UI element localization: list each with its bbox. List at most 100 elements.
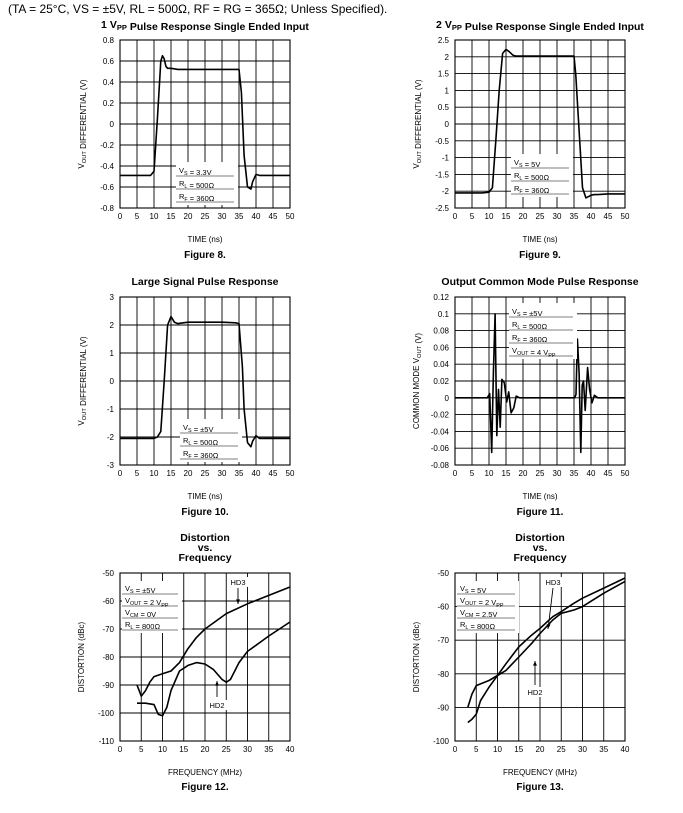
series-label-bg [206,700,228,710]
x-tick-label: 15 [502,469,511,478]
x-tick-label: 25 [557,745,566,754]
y-tick-label: -50 [437,569,449,578]
chart-title: vs. [198,542,213,554]
series-label-hd2: HD2 [527,688,542,697]
x-tick-label: 45 [604,469,613,478]
x-tick-label: 10 [485,212,494,221]
y-tick-label: -70 [437,636,449,645]
x-tick-label: 15 [502,212,511,221]
y-axis-label: COMMON MODE VOUT (V) [412,333,423,429]
y-tick-label: -70 [102,625,114,634]
y-tick-label: -110 [99,737,115,746]
y-tick-label: 0 [110,120,115,129]
y-tick-label: -1 [442,154,450,163]
y-tick-label: 0.1 [438,310,450,319]
legend-entry: VS = 3.3V [179,166,212,177]
y-axis-label: VOUT DIFFERENTIAL (V) [77,79,88,169]
x-tick-label: 35 [264,745,273,754]
y-tick-label: -2 [442,187,450,196]
figure-10-chart: Large Signal Pulse Response 0 5 10 15 20 25 30 3… [70,275,320,520]
x-axis-label: TIME (ns) [522,492,557,501]
y-tick-label: -0.04 [431,427,450,436]
x-tick-label: 50 [621,212,630,221]
figure-11-chart: Output Common Mode Pulse Response 0 5 10 15 2… [405,275,655,520]
arrowhead [533,661,537,666]
legend-entry: VS = ±5V [512,307,542,318]
figure-caption: Figure 10. [181,507,228,518]
x-tick-label: 30 [218,469,227,478]
x-tick-label: 10 [158,745,167,754]
plot-frame [119,296,291,466]
x-tick-label: 0 [118,212,123,221]
chart-title: Distortion [515,532,565,544]
y-tick-label: 2 [110,321,115,330]
chart-title: Frequency [178,552,231,564]
chart-title: Output Common Mode Pulse Response [441,276,638,288]
x-axis-label: TIME (ns) [187,235,222,244]
series-label-hd3: HD3 [230,578,245,587]
x-tick-label: 45 [604,212,613,221]
x-tick-label: 5 [474,745,479,754]
series-label-arrow [547,587,554,630]
y-tick-label: 0.2 [103,99,115,108]
y-tick-label: 0 [445,394,450,403]
x-tick-label: 20 [201,745,210,754]
y-tick-label: -3 [107,461,115,470]
y-tick-label: -0.06 [431,444,450,453]
x-tick-label: 40 [252,469,261,478]
chart-title: vs. [533,542,548,554]
x-axis-label: TIME (ns) [522,235,557,244]
y-tick-label: -0.5 [435,137,449,146]
legend-entry: VS = 5V [460,584,486,595]
x-tick-label: 20 [536,745,545,754]
legend-entry: RL = 500Ω [179,179,214,190]
arrowhead [215,681,219,686]
x-tick-label: 15 [167,212,176,221]
legend-entry: RF = 360Ω [514,184,550,195]
series-line-vout [120,315,290,448]
legend-box [509,303,577,359]
y-tick-label: 1 [445,86,450,95]
x-tick-label: 0 [453,469,458,478]
x-tick-label: 5 [139,745,144,754]
x-tick-label: 50 [621,469,630,478]
x-tick-label: 20 [184,469,193,478]
y-tick-label: 0.02 [433,377,449,386]
x-tick-label: 0 [453,745,458,754]
y-tick-label: -80 [437,670,449,679]
y-tick-label: -2.5 [435,204,449,213]
y-axis-label: VOUT DIFFERENTIAL (V) [412,79,423,169]
y-tick-label: -90 [437,703,449,712]
figure-caption: Figure 8. [184,250,226,261]
chart-title: Large Signal Pulse Response [131,276,278,288]
x-tick-label: 30 [553,212,562,221]
x-tick-label: 35 [235,212,244,221]
y-tick-label: -1.5 [435,170,449,179]
x-tick-label: 5 [135,212,140,221]
legend-entry: RF = 360Ω [183,449,219,460]
y-tick-label: 0.8 [103,36,115,45]
y-tick-label: 0.12 [433,293,449,302]
chart-title: Frequency [513,552,566,564]
series-line-vout [120,54,290,190]
x-tick-label: 30 [243,745,252,754]
x-tick-label: 40 [587,212,596,221]
plot-frame [454,572,626,742]
legend-entry: VCM = 2.5V [460,608,497,619]
arrowhead [236,599,240,604]
chart-title: 1 VPP Pulse Response Single Ended Input [101,19,309,33]
y-tick-label: -100 [433,737,450,746]
x-axis-label: TIME (ns) [187,492,222,501]
y-tick-label: 1.5 [438,70,450,79]
y-tick-label: 3 [110,293,115,302]
y-tick-label: -60 [102,597,114,606]
series-line-hd2 [467,577,626,724]
series-line-hd3 [467,580,626,708]
series-label-bg [542,577,564,587]
plot-frame [454,296,626,466]
chart-title: 2 VPP Pulse Response Single Ended Input [436,19,644,33]
series-line-vout [455,48,625,199]
y-tick-label: -50 [102,569,114,578]
x-tick-label: 45 [269,469,278,478]
x-tick-label: 40 [587,469,596,478]
